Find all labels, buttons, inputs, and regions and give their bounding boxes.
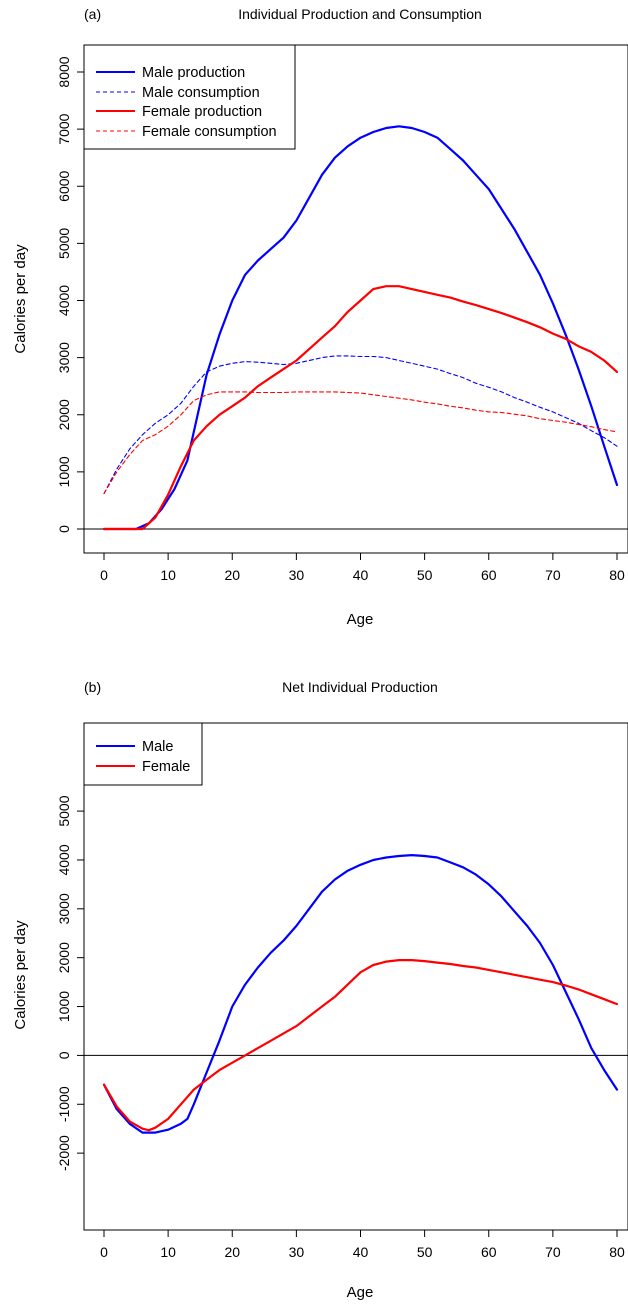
panel-a-x-axis: 0 10 20 30 40 50 60 70 80 <box>100 553 625 583</box>
panel-b-y-axis: -2000 -1000 0 1000 2000 3000 4000 5000 <box>56 795 84 1171</box>
y-tick-label: 4000 <box>56 285 72 316</box>
panel-b-series-lines <box>102 853 619 1134</box>
legend-label-male-consumption: Male consumption <box>142 85 260 101</box>
y-tick-label: 3000 <box>56 893 72 924</box>
panel-a-legend-box <box>83 44 296 150</box>
legend-label-female-consumption: Female consumption <box>142 124 277 140</box>
x-tick-label: 60 <box>481 1244 497 1260</box>
panel-b-label: (b) <box>84 679 101 695</box>
panel-a-y-axis: 0 1000 2000 3000 4000 5000 6000 7000 8000 <box>56 56 84 533</box>
x-tick-label: 10 <box>160 1244 176 1260</box>
y-tick-label: 8000 <box>56 56 72 87</box>
x-tick-label: 20 <box>224 1244 240 1260</box>
y-tick-label: 0 <box>56 525 72 533</box>
y-tick-label: -1000 <box>56 1086 72 1122</box>
legend-label-female-production: Female production <box>142 104 262 120</box>
x-tick-label: 50 <box>417 567 433 583</box>
x-tick-label: 70 <box>545 567 561 583</box>
x-tick-label: 70 <box>545 1244 561 1260</box>
y-tick-label: 7000 <box>56 113 72 144</box>
x-tick-label: 60 <box>481 567 497 583</box>
series-line-female-production <box>102 285 619 531</box>
series-line-male-production <box>102 125 619 531</box>
y-tick-label: 1000 <box>56 456 72 487</box>
y-tick-label: 5000 <box>56 228 72 259</box>
panel-a-y-label: Calories per day <box>12 244 29 354</box>
series-line-female-consumption <box>103 391 618 495</box>
panel-a-x-label: Age <box>347 611 374 628</box>
y-tick-label: 2000 <box>56 942 72 973</box>
y-tick-label: -2000 <box>56 1135 72 1171</box>
x-tick-label: 80 <box>609 567 625 583</box>
x-tick-label: 10 <box>160 567 176 583</box>
y-tick-label: 5000 <box>56 795 72 826</box>
y-tick-label: 1000 <box>56 991 72 1022</box>
x-tick-label: 20 <box>224 567 240 583</box>
x-tick-label: 30 <box>289 1244 305 1260</box>
panel-b-title: Net Individual Production <box>282 679 438 695</box>
panel-b-y-label: Calories per day <box>12 920 29 1030</box>
x-tick-label: 0 <box>100 1244 108 1260</box>
series-line-female <box>102 958 619 1132</box>
legend-label-male: Male <box>142 739 173 755</box>
y-tick-label: 2000 <box>56 399 72 430</box>
panel-a-title: Individual Production and Consumption <box>238 6 482 22</box>
series-line-male <box>102 853 619 1134</box>
panel-b-x-axis: 0 10 20 30 40 50 60 70 80 <box>100 1230 625 1260</box>
panel-a: (a) Individual Production and Consumptio… <box>12 6 628 628</box>
series-line-male-consumption <box>103 355 618 495</box>
panel-b: (b) Net Individual Production -2000 -1000… <box>12 679 628 1301</box>
x-tick-label: 50 <box>417 1244 433 1260</box>
x-tick-label: 80 <box>609 1244 625 1260</box>
panel-a-series-lines <box>102 125 619 531</box>
panel-b-legend: Male Female <box>83 722 203 786</box>
panel-b-x-label: Age <box>347 1284 374 1301</box>
x-tick-label: 40 <box>353 1244 369 1260</box>
y-tick-label: 6000 <box>56 170 72 201</box>
x-tick-label: 30 <box>289 567 305 583</box>
x-tick-label: 0 <box>100 567 108 583</box>
panel-a-plot-frame <box>83 44 628 554</box>
y-tick-label: 4000 <box>56 844 72 875</box>
y-tick-label: 3000 <box>56 342 72 373</box>
legend-label-male-production: Male production <box>142 65 245 81</box>
panel-a-label: (a) <box>84 6 101 22</box>
legend-label-female: Female <box>142 759 190 775</box>
x-tick-label: 40 <box>353 567 369 583</box>
panel-b-plot-frame <box>83 722 628 1231</box>
panel-b-legend-box <box>83 722 203 786</box>
panel-a-legend: Male production Male consumption Female … <box>83 44 296 150</box>
y-tick-label: 0 <box>56 1051 72 1059</box>
